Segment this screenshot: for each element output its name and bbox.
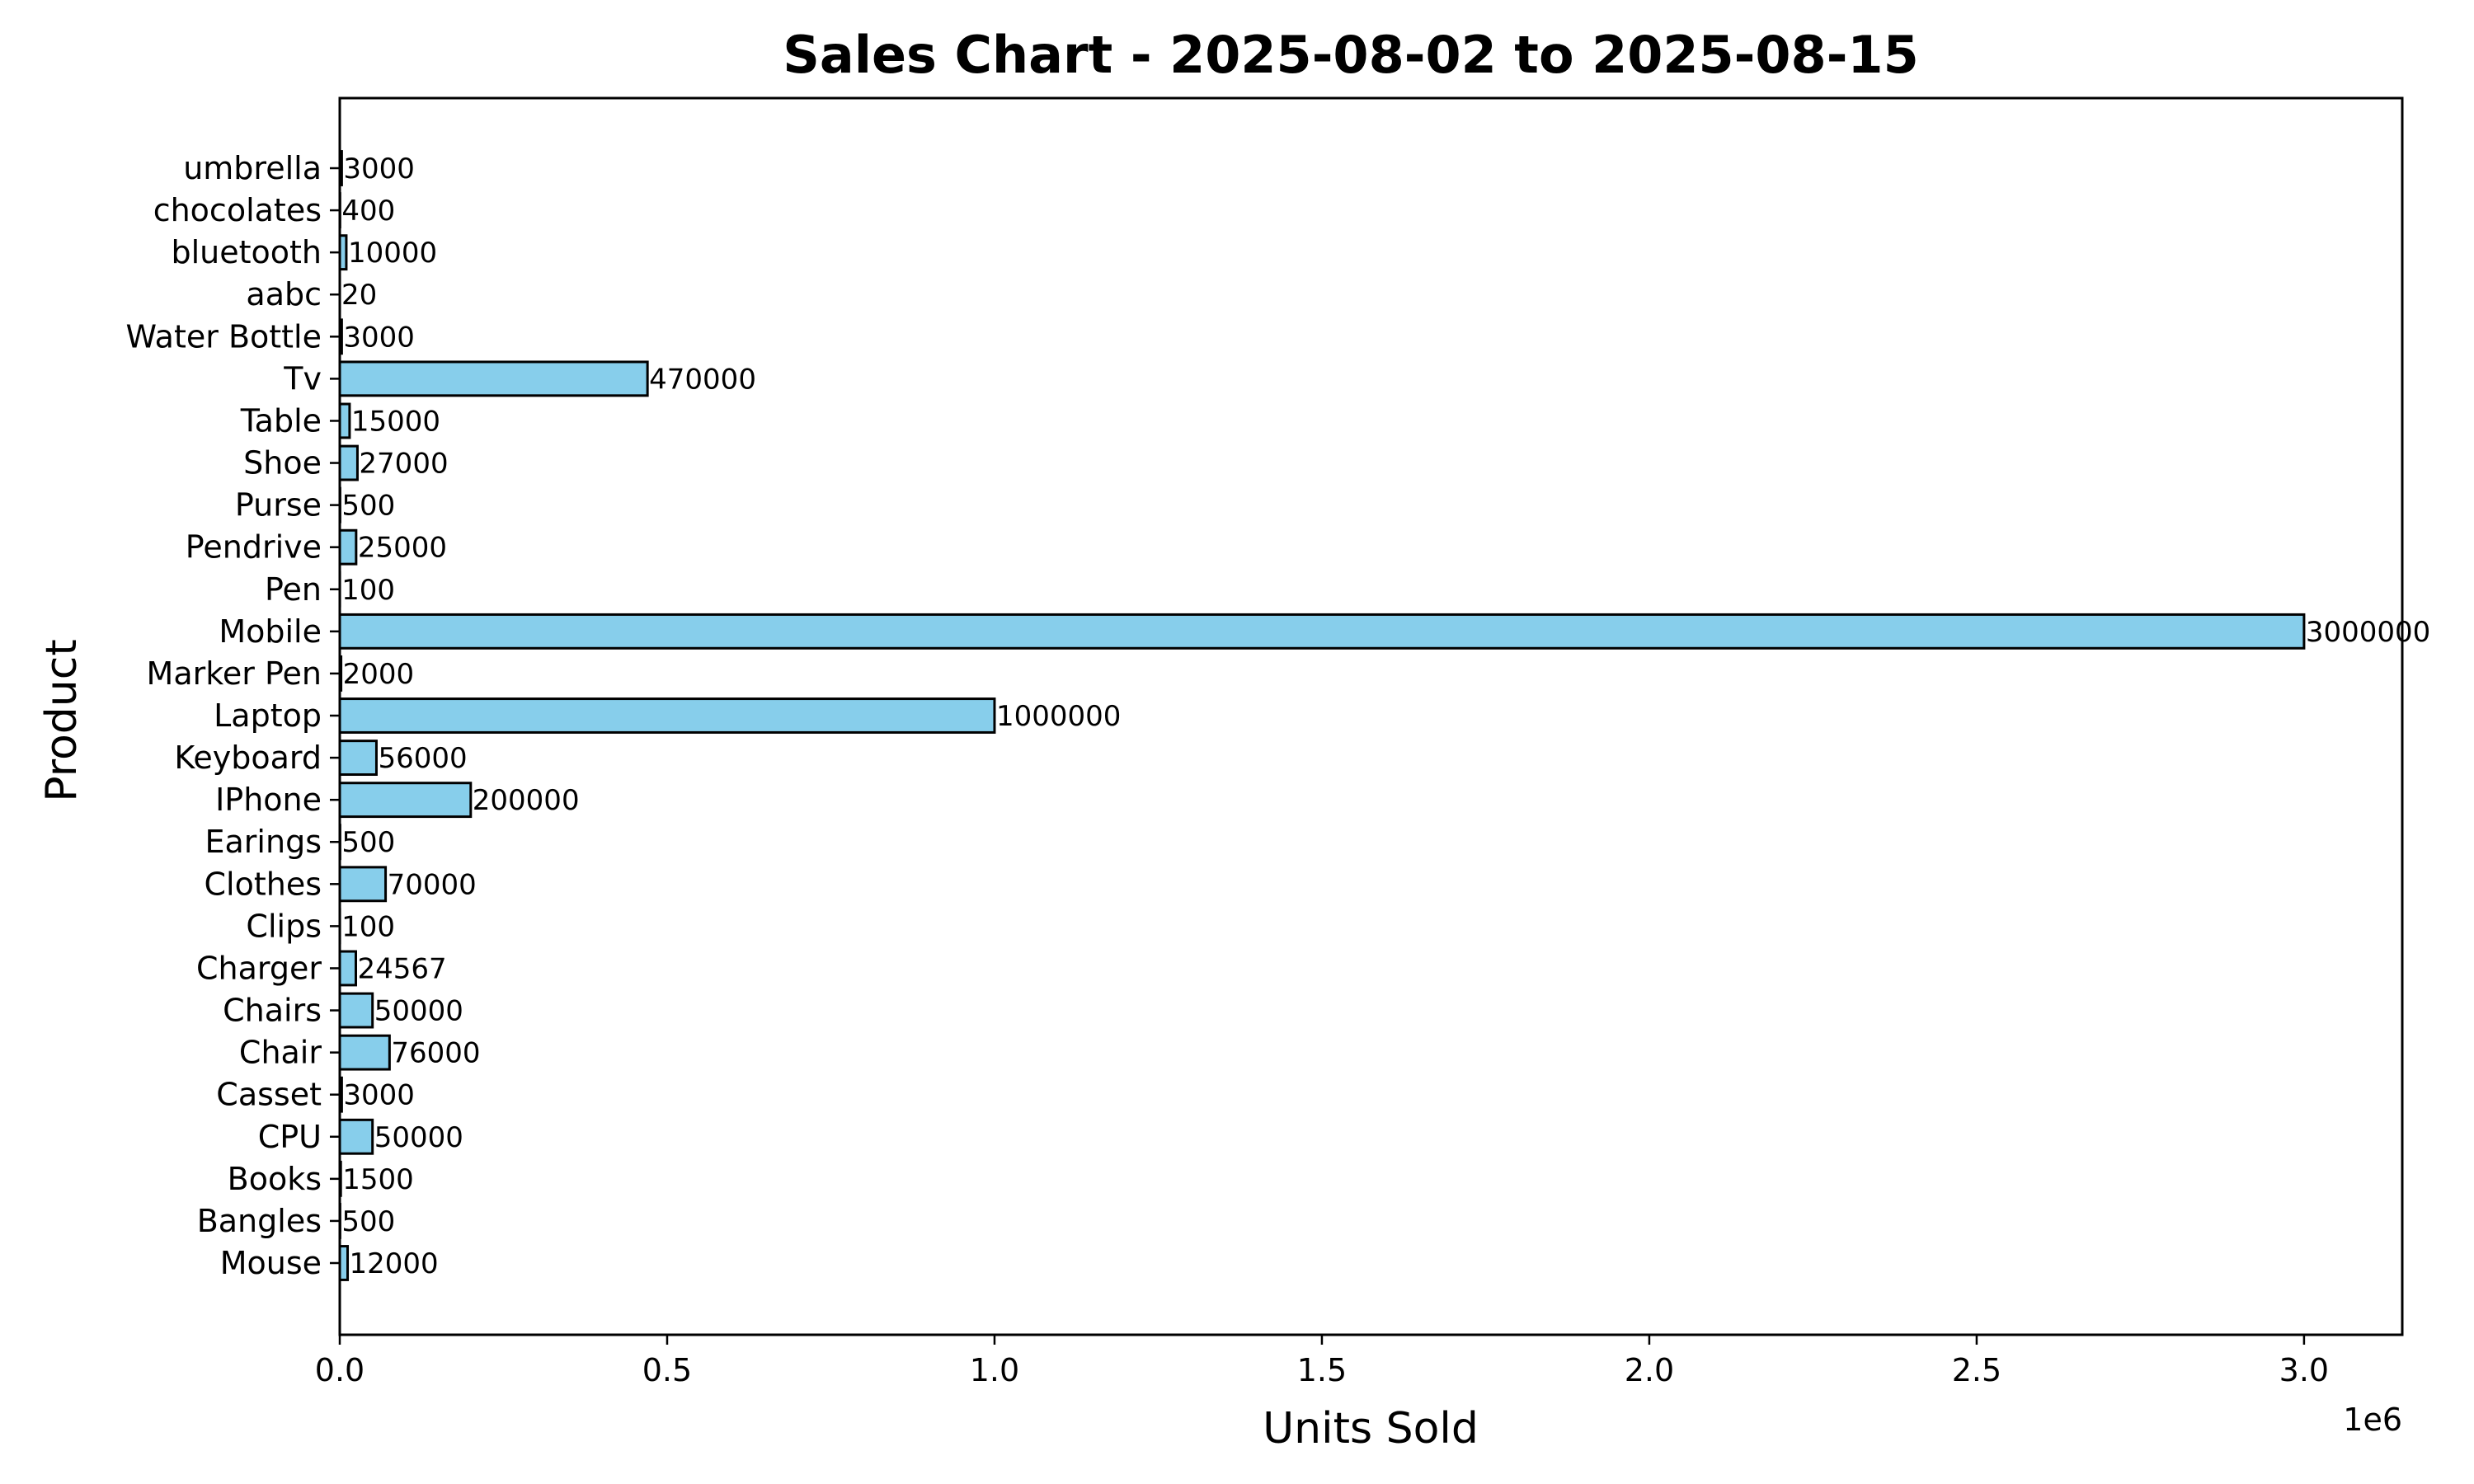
bar-value-label: 500 xyxy=(341,1205,395,1238)
chart-title: Sales Chart - 2025-08-02 to 2025-08-15 xyxy=(783,25,1918,85)
bar-laptop xyxy=(338,697,996,734)
bar-value-label: 20 xyxy=(341,279,377,312)
bar-clothes xyxy=(338,866,388,903)
y-tick-label: Pendrive xyxy=(186,529,322,566)
bar-value-label: 500 xyxy=(341,826,395,859)
y-tick-label: Clothes xyxy=(205,866,322,902)
bar-value-label: 3000 xyxy=(343,1079,415,1112)
bar-value-label: 1000000 xyxy=(996,700,1121,733)
bar-chair xyxy=(338,1034,391,1071)
bar-value-label: 27000 xyxy=(359,448,448,481)
bar-value-label: 10000 xyxy=(348,237,437,270)
y-tick-label: bluetooth xyxy=(171,234,322,270)
y-tick-label: Charger xyxy=(196,950,322,986)
y-tick-label: Purse xyxy=(235,487,322,524)
bar-value-label: 1500 xyxy=(342,1163,414,1196)
x-tick-label: 2.0 xyxy=(1625,1352,1674,1388)
bar-cpu xyxy=(338,1118,374,1155)
bar-pendrive xyxy=(338,528,358,566)
y-tick-label: Pen xyxy=(265,571,322,608)
bar-mobile xyxy=(338,613,2306,650)
bar-value-label: 2000 xyxy=(343,658,415,691)
bar-table xyxy=(338,402,351,439)
y-tick-label: Shoe xyxy=(243,445,322,481)
bar-value-label: 50000 xyxy=(374,1121,463,1154)
x-tick-label: 3.0 xyxy=(2279,1352,2329,1388)
y-tick-label: Earings xyxy=(205,824,322,860)
y-tick-label: Chair xyxy=(239,1035,322,1071)
x-tick-label: 0.5 xyxy=(642,1352,692,1388)
bar-value-label: 56000 xyxy=(378,742,467,775)
x-axis-offset-label: 1e6 xyxy=(2343,1402,2402,1438)
bar-value-label: 200000 xyxy=(473,784,580,817)
bar-value-label: 76000 xyxy=(391,1037,480,1070)
bar-charger xyxy=(338,950,358,987)
y-axis-ticks: Mouse Bangles Books CPU Casset Chair Chairs Cha… xyxy=(126,150,340,1281)
y-tick-label: Casset xyxy=(216,1077,322,1113)
bar-value-label: 25000 xyxy=(358,532,447,565)
y-tick-label: Mobile xyxy=(219,613,322,650)
bar-value-label: 24567 xyxy=(358,952,447,985)
x-axis-label: Units Sold xyxy=(1263,1404,1479,1453)
bar-value-label: 3000000 xyxy=(2306,616,2430,649)
data-labels-layer: 12000 500 1500 50000 3000 76000 50000 24567 100 7… xyxy=(341,153,2430,1280)
y-tick-label: Laptop xyxy=(214,697,322,734)
y-tick-label: aabc xyxy=(246,276,322,312)
x-tick-label: 1.0 xyxy=(970,1352,1019,1388)
y-tick-label: Tv xyxy=(283,360,322,397)
x-axis-ticks: 0.0 0.5 1.0 1.5 2.0 2.5 3.0 xyxy=(315,1335,2329,1388)
bar-value-label: 15000 xyxy=(351,405,440,438)
y-tick-label: Bangles xyxy=(197,1203,322,1239)
y-tick-label: umbrella xyxy=(183,150,322,186)
bar-value-label: 50000 xyxy=(374,995,463,1028)
bar-value-label: 3000 xyxy=(343,153,415,186)
bar-value-label: 3000 xyxy=(343,321,415,354)
bar-shoe xyxy=(338,444,359,481)
y-tick-label: Mouse xyxy=(220,1245,322,1281)
bar-value-label: 100 xyxy=(341,910,395,943)
bar-value-label: 500 xyxy=(341,490,395,523)
bar-value-label: 70000 xyxy=(388,868,477,901)
y-tick-label: Books xyxy=(228,1161,322,1197)
x-tick-label: 0.0 xyxy=(315,1352,365,1388)
y-tick-label: Keyboard xyxy=(174,740,322,776)
bar-value-label: 100 xyxy=(341,574,395,607)
y-tick-label: Table xyxy=(240,402,322,439)
y-tick-label: chocolates xyxy=(153,192,322,228)
y-tick-label: Marker Pen xyxy=(147,655,322,692)
y-tick-label: CPU xyxy=(258,1119,322,1155)
bar-tv xyxy=(338,360,649,397)
y-tick-label: Chairs xyxy=(223,993,322,1029)
y-tick-label: IPhone xyxy=(215,782,322,818)
bar-keyboard xyxy=(338,740,378,777)
x-tick-label: 2.5 xyxy=(1952,1352,2001,1388)
y-axis-label: Product xyxy=(37,639,87,801)
y-tick-label: Water Bottle xyxy=(126,318,322,355)
bar-value-label: 470000 xyxy=(649,363,756,396)
bar-value-label: 12000 xyxy=(350,1247,439,1280)
bar-chairs xyxy=(338,992,374,1029)
bar-value-label: 400 xyxy=(341,195,395,228)
y-tick-label: Clips xyxy=(246,908,322,944)
x-tick-label: 1.5 xyxy=(1297,1352,1347,1388)
bar-iphone xyxy=(338,782,473,819)
bars-layer xyxy=(338,150,2306,1281)
